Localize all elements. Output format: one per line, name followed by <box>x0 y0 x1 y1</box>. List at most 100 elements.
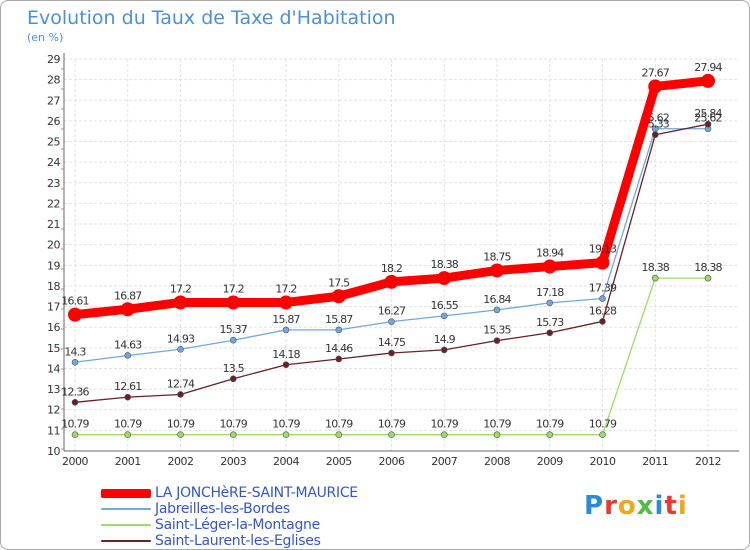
data-label: 17.2 <box>275 282 296 295</box>
legend-item: Saint-Léger-la-Montagne <box>101 517 431 533</box>
y-tick-label: 23 <box>47 177 60 190</box>
x-tick-label: 2003 <box>220 455 246 468</box>
data-label: 16.55 <box>431 299 459 312</box>
data-point <box>177 431 184 439</box>
data-point <box>229 375 237 383</box>
data-label: 15.87 <box>325 313 353 326</box>
logo-letter: t <box>664 491 678 521</box>
data-point <box>124 352 132 359</box>
x-tick-label: 2009 <box>537 455 563 468</box>
series-1: 14.3 14.63 14.93 15.37 15.87 15.87 16.27 16.55 1… <box>64 112 723 366</box>
data-label: 10.79 <box>325 418 353 431</box>
data-label: 10.79 <box>61 418 89 431</box>
data-label: 14.75 <box>378 336 406 349</box>
x-tick-label: 2000 <box>62 455 88 468</box>
data-point <box>331 289 346 304</box>
data-label: 15.37 <box>220 323 248 336</box>
data-point <box>388 349 395 357</box>
y-tick-label: 22 <box>47 197 60 210</box>
logo-letter: x <box>636 491 655 521</box>
data-label: 12.61 <box>114 380 142 393</box>
legend-swatch <box>101 524 151 526</box>
data-label: 10.79 <box>114 418 142 431</box>
data-point <box>68 307 82 322</box>
data-label: 18.2 <box>381 262 402 275</box>
x-tick-label: 2004 <box>273 455 299 468</box>
y-tick-label: 16 <box>47 321 60 334</box>
data-point <box>437 271 452 286</box>
data-point <box>71 431 79 439</box>
data-point <box>648 79 663 94</box>
data-point <box>599 295 606 302</box>
y-tick-label: 29 <box>47 53 60 66</box>
data-point <box>282 326 290 334</box>
data-label: 16.84 <box>483 293 511 306</box>
legend-item: LA JONCHèRE-SAINT-MAURICE <box>101 485 431 501</box>
data-point <box>71 358 79 366</box>
y-tick-label: 15 <box>47 342 60 355</box>
y-tick-label: 24 <box>47 156 60 169</box>
data-point <box>384 274 399 289</box>
data-label: 19.13 <box>589 243 617 256</box>
legend-item: Saint-Laurent-les-Eglises <box>101 533 431 549</box>
data-label: 18.38 <box>642 261 670 274</box>
logo-letter: i <box>654 491 665 521</box>
data-point <box>282 431 290 439</box>
proxiti-logo: Proxiti <box>584 491 688 521</box>
series-2: 10.79 10.79 10.79 10.79 10.79 10.79 10.79 10.79… <box>61 261 723 439</box>
y-tick-label: 10 <box>47 445 60 458</box>
data-label: 14.3 <box>64 345 86 358</box>
data-label: 16.28 <box>589 304 617 317</box>
x-tick-label: 2008 <box>484 455 510 468</box>
logo-letter: r <box>604 491 618 521</box>
data-point <box>388 431 395 439</box>
data-point <box>493 431 501 439</box>
data-point <box>124 393 132 401</box>
legend-swatch <box>101 540 151 542</box>
data-label: 25.84 <box>694 107 722 120</box>
data-label: 17.5 <box>328 276 350 289</box>
data-point <box>335 326 343 334</box>
data-point <box>440 346 448 354</box>
legend-label: Jabreilles-les-Bordes <box>155 501 290 517</box>
data-label: 10.79 <box>431 418 459 431</box>
data-point <box>546 299 554 307</box>
x-tick-label: 2011 <box>642 455 668 468</box>
y-tick-label: 13 <box>47 383 60 396</box>
legend-label: Saint-Laurent-les-Eglises <box>155 533 321 549</box>
data-label: 15.73 <box>536 316 564 329</box>
data-point <box>124 431 132 439</box>
data-label: 14.63 <box>114 338 142 351</box>
y-tick-label: 25 <box>47 136 60 149</box>
data-point <box>229 431 237 439</box>
data-label: 10.79 <box>378 418 406 431</box>
series-3: 12.36 12.61 12.74 13.5 14.18 14.46 14.75 14.9 15… <box>61 107 723 406</box>
x-tick-label: 2005 <box>326 455 352 468</box>
data-label: 10.79 <box>272 418 300 431</box>
data-point <box>599 431 606 439</box>
y-tick-label: 21 <box>47 218 60 231</box>
data-point <box>173 295 188 310</box>
data-label: 12.74 <box>167 377 195 390</box>
x-tick-label: 2006 <box>379 455 405 468</box>
data-label: 16.61 <box>61 295 89 308</box>
y-tick-label: 26 <box>47 115 60 128</box>
data-label: 14.93 <box>167 332 195 345</box>
y-tick-label: 17 <box>47 301 60 314</box>
data-label: 10.79 <box>220 418 248 431</box>
y-tick-label: 18 <box>47 280 60 293</box>
legend-label: Saint-Léger-la-Montagne <box>155 517 320 533</box>
x-tick-label: 2001 <box>115 455 141 468</box>
data-point <box>701 73 715 88</box>
data-point <box>651 274 659 282</box>
data-label: 27.94 <box>694 61 722 74</box>
chart-subtitle: (en %) <box>27 31 64 44</box>
data-point <box>595 255 610 270</box>
data-point <box>177 391 184 398</box>
data-label: 13.5 <box>223 362 245 375</box>
y-tick-label: 27 <box>47 94 60 107</box>
data-label: 17.18 <box>536 286 564 299</box>
data-point <box>542 259 557 274</box>
y-tick-label: 11 <box>47 424 60 437</box>
